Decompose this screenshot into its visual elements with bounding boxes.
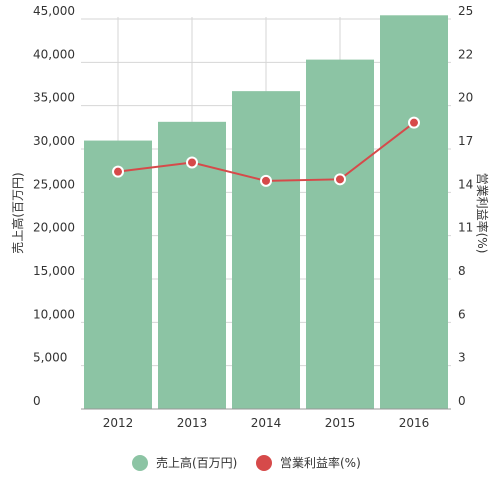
x-tick-label: 2014 [251, 416, 282, 430]
legend-swatch-sales [132, 455, 148, 471]
line-point-2013 [186, 156, 198, 169]
right-tick-label: 22 [458, 47, 473, 61]
x-tick-label: 2015 [325, 416, 356, 430]
left-tick-label: 10,000 [33, 307, 75, 321]
left-tick-label: 20,000 [33, 221, 75, 235]
line-point-2015 [334, 173, 346, 186]
right-tick-label: 8 [458, 264, 466, 278]
legend-label-margin: 営業利益率(%) [280, 455, 361, 470]
right-tick-label: 6 [458, 307, 466, 321]
right-tick-label: 20 [458, 91, 473, 105]
left-tick-label: 45,000 [33, 4, 75, 18]
left-tick-label: 35,000 [33, 91, 75, 105]
left-tick-label: 0 [33, 394, 41, 408]
bar-2012 [84, 140, 152, 409]
right-tick-label: 0 [458, 394, 466, 408]
legend-layer: 売上高(百万円) 営業利益率(%) [132, 455, 361, 471]
axis-layer: 0 0 5,000 3 10,000 6 15,000 8 20,000 11 25,000 14 30… [10, 4, 490, 430]
bar-2016 [380, 15, 448, 409]
legend-label-sales: 売上高(百万円) [156, 455, 237, 470]
x-tick-label: 2016 [399, 416, 430, 430]
bar-2014 [232, 91, 300, 409]
right-tick-label: 11 [458, 221, 473, 235]
left-tick-label: 40,000 [33, 47, 75, 61]
line-point-2012 [112, 165, 124, 178]
left-tick-label: 15,000 [33, 264, 75, 278]
right-tick-label: 17 [458, 134, 473, 148]
line-point-2016 [408, 116, 420, 129]
legend-swatch-margin [256, 455, 272, 471]
right-tick-label: 3 [458, 351, 466, 365]
y-axis-title: 売上高(百万円) [10, 172, 25, 253]
left-tick-label: 5,000 [33, 351, 67, 365]
left-tick-label: 30,000 [33, 134, 75, 148]
left-tick-label: 25,000 [33, 177, 75, 191]
line-layer [112, 116, 420, 187]
x-tick-label: 2013 [177, 416, 208, 430]
x-tick-label: 2012 [103, 416, 134, 430]
bar-2015 [306, 59, 374, 409]
bar-2013 [158, 121, 226, 410]
right-tick-label: 25 [458, 4, 473, 18]
bar-layer [84, 15, 448, 410]
line-point-2014 [260, 174, 272, 187]
right-tick-label: 14 [458, 177, 473, 191]
y2-axis-title: 営業利益率(%) [475, 173, 490, 254]
